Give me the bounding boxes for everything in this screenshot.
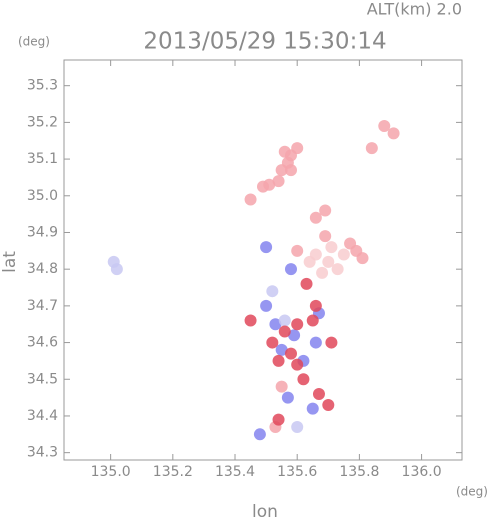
- echo-point: [244, 314, 257, 327]
- echo-point: [269, 318, 282, 331]
- echo-point: [272, 354, 285, 367]
- echo-point: [306, 314, 319, 327]
- echo-point: [275, 164, 288, 177]
- y-tick-label: 34.8: [27, 261, 58, 277]
- echo-point: [272, 413, 285, 426]
- y-tick-label: 35.3: [27, 78, 58, 94]
- echo-point: [260, 241, 273, 254]
- echo-point: [110, 263, 123, 276]
- echo-point: [275, 380, 288, 393]
- echo-point: [344, 237, 357, 250]
- x-axis-label: lon: [252, 502, 278, 521]
- echo-point: [257, 180, 269, 193]
- y-tick-label: 35.0: [27, 188, 58, 204]
- echo-point: [266, 336, 279, 349]
- echo-point: [260, 299, 273, 312]
- echo-point: [300, 277, 313, 290]
- echo-point: [325, 241, 338, 254]
- y-tick-label: 34.9: [27, 224, 58, 240]
- echo-point: [281, 391, 294, 404]
- y-tick-label: 34.4: [27, 408, 58, 424]
- echo-point: [322, 398, 335, 411]
- y-tick-label: 34.3: [27, 445, 58, 461]
- x-tick-label: 136.0: [402, 464, 442, 480]
- echo-point: [319, 230, 332, 243]
- echo-point: [325, 336, 338, 349]
- echo-point: [365, 142, 378, 155]
- echo-point: [309, 299, 322, 312]
- y-tick-label: 34.7: [27, 298, 58, 314]
- echo-point: [275, 343, 288, 356]
- x-tick-label: 135.8: [339, 464, 379, 480]
- chart-title: 2013/05/29 15:30:14: [143, 29, 386, 55]
- y-axis-label: lat: [0, 251, 20, 273]
- x-tick-label: 135.2: [153, 464, 193, 480]
- y-tick-label: 35.2: [27, 114, 58, 130]
- altitude-label: ALT(km) 2.0: [367, 0, 462, 19]
- echo-point: [312, 387, 325, 400]
- y-tick-label: 34.5: [27, 371, 58, 387]
- echo-point: [316, 266, 329, 279]
- echo-point: [356, 252, 369, 265]
- y-unit: (deg): [18, 35, 50, 49]
- echo-point: [306, 402, 319, 415]
- echo-point: [319, 204, 332, 217]
- echo-point: [291, 244, 304, 257]
- echo-point: [387, 127, 400, 140]
- echo-point: [331, 263, 344, 276]
- echo-point: [309, 336, 322, 349]
- echo-point: [278, 314, 291, 327]
- echo-point: [337, 248, 350, 261]
- echo-point: [253, 428, 266, 441]
- echo-point: [309, 211, 322, 224]
- echo-point: [284, 164, 297, 177]
- x-tick-label: 135.4: [215, 464, 255, 480]
- echo-point: [291, 420, 304, 433]
- y-tick-label: 35.1: [27, 151, 58, 167]
- echo-point: [291, 358, 304, 371]
- echo-point: [291, 142, 304, 155]
- echo-point: [378, 120, 391, 133]
- echo-point: [266, 285, 279, 298]
- echo-point: [284, 347, 297, 360]
- echo-point: [284, 263, 297, 276]
- echo-point: [278, 325, 291, 338]
- echo-point: [272, 175, 285, 188]
- echo-point: [291, 318, 304, 331]
- x-unit: (deg): [456, 485, 488, 499]
- echo-point: [297, 373, 310, 386]
- echo-point: [303, 255, 316, 268]
- x-tick-label: 135.6: [277, 464, 317, 480]
- y-tick-label: 34.6: [27, 335, 58, 351]
- echo-point: [244, 193, 257, 206]
- x-tick-label: 135.0: [91, 464, 131, 480]
- echo-point: [288, 329, 301, 342]
- plot-frame: [63, 59, 463, 461]
- echo-point: [322, 255, 335, 268]
